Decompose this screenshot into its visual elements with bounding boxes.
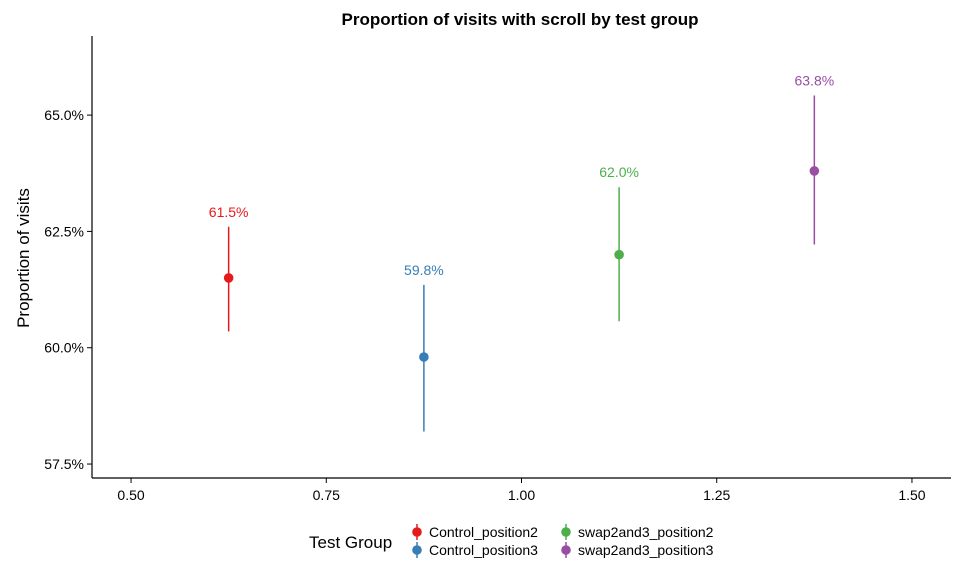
legend-key-point bbox=[561, 545, 571, 555]
data-point bbox=[419, 352, 429, 362]
y-tick-label: 65.0% bbox=[44, 107, 84, 123]
plot-area: 57.5% 60.0% 62.5% 65.0% 0.50 0.75 1.00 1.25 1.50… bbox=[44, 36, 951, 503]
y-tick-label: 60.0% bbox=[44, 340, 84, 356]
x-tick-label: 1.00 bbox=[508, 487, 535, 503]
legend-label: Control_position3 bbox=[429, 542, 538, 558]
data-label: 63.8% bbox=[794, 73, 834, 89]
legend-label: swap2and3_position3 bbox=[578, 542, 714, 558]
x-tick-label: 1.50 bbox=[898, 487, 925, 503]
y-axis-title: Proportion of visits bbox=[14, 188, 33, 328]
x-tick-label: 0.50 bbox=[117, 487, 144, 503]
y-tick-label: 57.5% bbox=[44, 456, 84, 472]
x-tick-label: 0.75 bbox=[313, 487, 340, 503]
legend-key-point bbox=[412, 545, 422, 555]
data-point bbox=[809, 166, 820, 176]
legend-label: swap2and3_position2 bbox=[578, 524, 714, 540]
y-tick-label: 62.5% bbox=[44, 223, 84, 239]
legend: Test Group Control_position2 Control_posi… bbox=[309, 524, 714, 558]
data-point bbox=[223, 273, 234, 283]
chart-title: Proportion of visits with scroll by test… bbox=[341, 10, 698, 29]
data-label: 61.5% bbox=[209, 204, 249, 220]
legend-key-point bbox=[561, 527, 571, 537]
x-tick-label: 1.25 bbox=[703, 487, 730, 503]
data-label: 62.0% bbox=[599, 164, 639, 180]
data-point bbox=[614, 249, 624, 260]
legend-title: Test Group bbox=[309, 533, 392, 552]
legend-label: Control_position2 bbox=[429, 524, 538, 540]
data-label: 59.8% bbox=[404, 262, 444, 278]
legend-key-point bbox=[412, 527, 422, 537]
